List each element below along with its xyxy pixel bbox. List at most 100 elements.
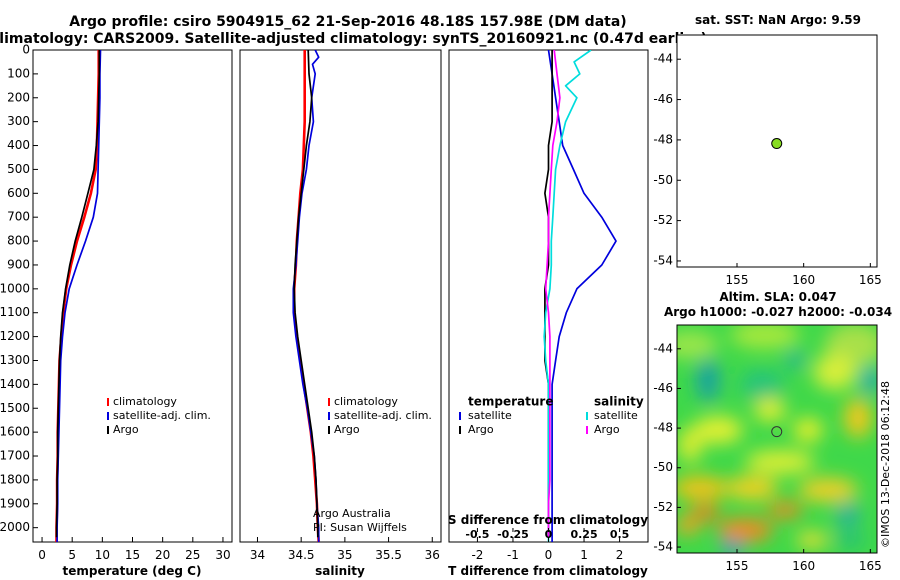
depth-tick-label: 1500 [0, 401, 30, 415]
argo-position-marker [771, 138, 783, 150]
lon-tick-label: 160 [792, 273, 815, 287]
secondary-x-tick-label: 0 [545, 528, 553, 541]
temperature-xlabel: temperature (deg C) [63, 564, 202, 578]
salinity-legend: climatology satellite-adj. clim. Argo [328, 395, 432, 436]
legend-salinity-title: salinity [594, 395, 644, 409]
credit-argo-australia: Argo Australia [313, 507, 391, 520]
lat-tick-label: -52 [653, 500, 673, 514]
secondary-x-tick-label: -0.25 [497, 528, 529, 541]
x-tick-label: 35 [337, 548, 352, 562]
x-tick-label: 34 [250, 548, 265, 562]
series-salinity-satellite [543, 50, 592, 542]
legend-argo-label: Argo [113, 423, 139, 436]
lat-tick-label: -46 [653, 92, 673, 106]
series-salinity-argo [544, 50, 561, 538]
difference-legend-salinity: salinity satellite Argo [586, 395, 644, 436]
lat-tick-label: -50 [653, 173, 673, 187]
legend-satellite-label: satellite-adj. clim. [113, 409, 211, 422]
lat-tick-label: -54 [653, 253, 673, 267]
difference-xlabel-s: S difference from climatology [448, 513, 648, 527]
x-tick-label: 36 [425, 548, 440, 562]
salinity-axes-frame [239, 49, 442, 543]
x-tick-label: 0 [38, 548, 46, 562]
x-tick-label: 1 [580, 548, 588, 562]
depth-tick-label: 1800 [0, 472, 30, 486]
sst-map-frame [676, 34, 878, 268]
x-tick-label: 10 [95, 548, 110, 562]
depth-tick-label: 300 [7, 114, 30, 128]
depth-tick-label: 1600 [0, 425, 30, 439]
depth-tick-label: 1700 [0, 449, 30, 463]
difference-xlabel-t: T difference from climatology [448, 564, 648, 578]
x-tick-label: 0 [545, 548, 553, 562]
figure-title-line2: Climatology: CARS2009. Satellite-adjuste… [0, 31, 707, 47]
lat-tick-label: -46 [653, 381, 673, 395]
depth-tick-label: 1100 [0, 305, 30, 319]
lat-tick-label: -48 [653, 132, 673, 146]
secondary-x-tick-label: -0.5 [465, 528, 489, 541]
sla-map-panel: Altim. SLA: 0.047 Argo h1000: -0.027 h20… [653, 290, 892, 573]
lon-tick-label: 160 [792, 559, 815, 573]
x-tick-label: 35.5 [375, 548, 402, 562]
lon-tick-label: 165 [859, 273, 882, 287]
salinity-xlabel: salinity [315, 564, 365, 578]
depth-tick-label: 1000 [0, 281, 30, 295]
sla-map-title1: Altim. SLA: 0.047 [719, 290, 836, 304]
x-tick-label: 2 [616, 548, 624, 562]
x-tick-label: 5 [68, 548, 76, 562]
legend-climatology-label: climatology [113, 395, 177, 408]
depth-tick-label: 1900 [0, 496, 30, 510]
sla-heatmap [677, 325, 877, 553]
series-argo [293, 50, 319, 538]
legend-climatology-label: climatology [334, 395, 398, 408]
lat-tick-label: -50 [653, 460, 673, 474]
lon-tick-label: 155 [726, 273, 749, 287]
depth-tick-label: 200 [7, 90, 30, 104]
temperature-legend: climatology satellite-adj. clim. Argo [107, 395, 211, 436]
temperature-axes-frame [32, 49, 233, 543]
imos-timestamp: ©IMOS 13-Dec-2018 06:12:48 [879, 381, 892, 548]
depth-tick-label: 1300 [0, 353, 30, 367]
sla-map-title2: Argo h1000: -0.027 h2000: -0.034 [664, 305, 892, 319]
lat-tick-label: -52 [653, 213, 673, 227]
depth-tick-label: 600 [7, 186, 30, 200]
sst-map-title: sat. SST: NaN Argo: 9.59 [695, 13, 861, 27]
figure-title-line1: Argo profile: csiro 5904915_62 21-Sep-20… [69, 14, 626, 30]
difference-legend-temperature: temperature satellite Argo [459, 395, 553, 436]
legend-argo-label: Argo [334, 423, 360, 436]
depth-tick-label: 900 [7, 257, 30, 271]
x-tick-label: -1 [507, 548, 519, 562]
legend-s-argo-label: Argo [594, 423, 620, 436]
legend-t-argo-label: Argo [468, 423, 494, 436]
depth-tick-label: 2000 [0, 520, 30, 534]
x-tick-label: 20 [155, 548, 170, 562]
x-tick-label: 30 [215, 548, 230, 562]
legend-t-satellite-label: satellite [468, 409, 512, 422]
depth-tick-label: 700 [7, 210, 30, 224]
depth-tick-label: 500 [7, 162, 30, 176]
x-tick-label: -2 [471, 548, 483, 562]
x-tick-label: 15 [125, 548, 140, 562]
sla-map-frame [676, 324, 878, 554]
lat-tick-label: -54 [653, 540, 673, 554]
depth-tick-label: 800 [7, 234, 30, 248]
lon-tick-label: 165 [859, 559, 882, 573]
x-tick-label: 34.5 [288, 548, 315, 562]
series-argo [55, 50, 101, 538]
lon-tick-label: 155 [726, 559, 749, 573]
lat-tick-label: -44 [653, 341, 673, 355]
temperature-panel: 0 5 10 15 20 25 30 0 100 200 300 400 500 600 700 800 90… [0, 43, 454, 578]
depth-tick-label: 1400 [0, 377, 30, 391]
legend-s-satellite-label: satellite [594, 409, 638, 422]
lat-tick-label: -44 [653, 52, 673, 66]
x-tick-label: 25 [185, 548, 200, 562]
depth-tick-label: 400 [7, 138, 30, 152]
salinity-panel: 34 34.5 35 35.5 36 salinity climatology sate… [239, 49, 442, 578]
lat-tick-label: -48 [653, 421, 673, 435]
credit-pi: PI: Susan Wijffels [313, 521, 407, 534]
difference-panel: -2 -1 0 1 2 -0.5 -0.25 0 0.25 0.5 T difference f… [448, 49, 649, 578]
sst-map-panel: sat. SST: NaN Argo: 9.59 155 160 165 -44 -4… [653, 13, 881, 287]
legend-satellite-label: satellite-adj. clim. [334, 409, 432, 422]
secondary-x-tick-label: 0.25 [570, 528, 597, 541]
